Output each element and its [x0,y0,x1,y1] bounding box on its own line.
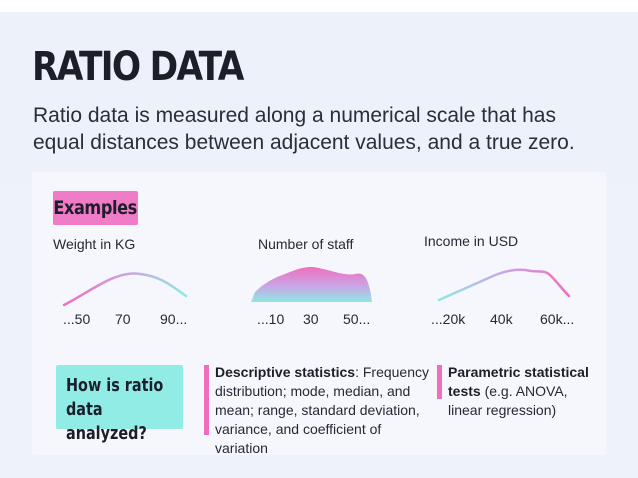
parametric-accent-bar [437,365,442,399]
weight-curve [62,272,188,307]
descriptive-stats-body: : Frequency distribution; mode, median, … [215,364,430,456]
descriptive-stats-heading: Descriptive statistics [215,364,356,380]
descriptive-accent-bar [204,365,209,435]
example-staff-label: Number of staff [258,236,354,252]
income-tick-1: ...20k [431,311,466,327]
page-title: RATIO DATA [32,44,244,90]
staff-tick-2: 30 [303,311,319,327]
income-tick-3: 60k... [540,311,575,327]
weight-tick-2: 70 [115,311,131,327]
parametric-tests-heading: Parametric statistical tests [448,364,589,399]
income-curve [437,268,571,302]
parametric-tests-body: (e.g. ANOVA, linear regression) [448,383,568,418]
staff-tick-1: ...10 [257,311,285,327]
parametric-tests-text: Parametric statistical tests (e.g. ANOVA… [448,363,598,420]
example-income-label: Income in USD [424,233,519,249]
weight-tick-3: 90... [160,311,188,327]
analysis-badge: How is ratio data analyzed? [56,365,183,444]
page-subtitle: Ratio data is measured along a numerical… [33,104,575,154]
weight-tick-1: ...50 [63,311,91,327]
examples-badge-label: Examples [53,197,138,219]
staff-area-curve [251,266,372,302]
income-tick-2: 40k [490,311,513,327]
descriptive-stats-text: Descriptive statistics: Frequency distri… [215,363,430,458]
analysis-badge-label: How is ratio data analyzed? [66,375,164,444]
example-weight-label: Weight in KG [53,236,136,252]
examples-badge: Examples [53,191,138,225]
staff-tick-3: 50... [343,311,371,327]
